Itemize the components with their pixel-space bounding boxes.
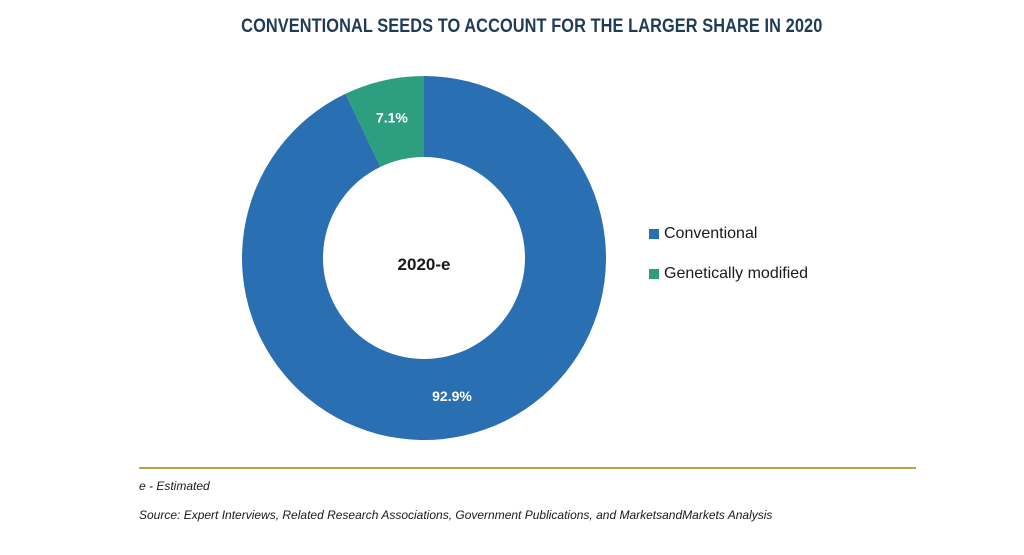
legend-label: Genetically modified (664, 265, 809, 282)
donut-slices (242, 76, 606, 440)
footnote-estimated: e - Estimated (139, 479, 210, 493)
slice-genetically-modified[interactable] (345, 76, 424, 167)
legend-item-genetically-modified[interactable]: Genetically modified (649, 264, 808, 284)
slice-labels: 7.1% 92.9% (376, 110, 472, 404)
legend-swatch-conventional (649, 229, 659, 239)
legend-label: Conventional (664, 225, 758, 242)
chart-title: CONVENTIONAL SEEDS TO ACCOUNT FOR THE LA… (241, 16, 823, 37)
slice-conventional[interactable] (242, 76, 606, 440)
legend-swatch-genetically-modified (649, 269, 659, 279)
slice-label-conventional: 92.9% (432, 388, 472, 404)
slice-label-genetically-modified: 7.1% (376, 110, 408, 126)
legend-item-conventional[interactable]: Conventional (649, 224, 808, 244)
footer-divider (139, 467, 916, 469)
source-note: Source: Expert Interviews, Related Resea… (139, 508, 773, 522)
center-label: 2020-e (398, 255, 451, 274)
chart-legend: Conventional Genetically modified (649, 224, 808, 304)
